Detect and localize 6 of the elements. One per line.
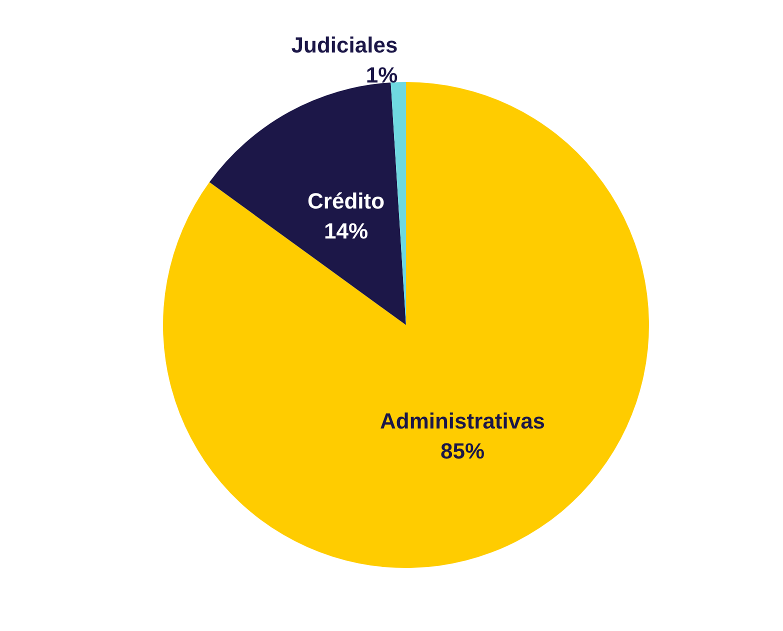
slice-label: Crédito (308, 188, 385, 214)
slice-label: Judiciales (291, 32, 398, 58)
slice-label: Administrativas (380, 408, 546, 434)
data-label: 1% (366, 62, 398, 88)
data-label: 85% (440, 438, 485, 464)
data-label: 14% (324, 218, 368, 244)
